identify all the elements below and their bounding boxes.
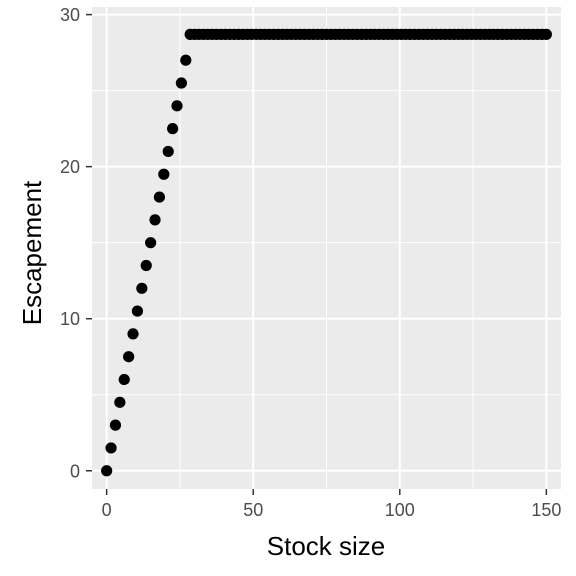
data-point [162, 145, 174, 158]
grid-major [92, 7, 561, 489]
data-point [140, 259, 152, 272]
y-axis: 0 10 20 30 [60, 5, 92, 481]
data-point [149, 214, 161, 226]
y-tick-label: 0 [70, 461, 80, 481]
y-tick-label: 20 [60, 157, 80, 177]
data-point [105, 442, 117, 454]
x-tick-label: 150 [531, 500, 561, 520]
x-tick-label: 50 [243, 500, 263, 520]
data-point [171, 100, 183, 112]
data-point [153, 191, 166, 203]
data-point [167, 123, 179, 135]
data-point [145, 237, 157, 249]
data-point [118, 373, 130, 386]
y-tick-label: 10 [60, 309, 80, 329]
data-point [180, 54, 192, 66]
y-axis-title: Escapement [17, 180, 47, 325]
data-point [109, 419, 122, 431]
data-point [123, 351, 135, 363]
data-points [101, 28, 552, 477]
data-point [114, 396, 126, 408]
data-point [175, 77, 188, 89]
x-tick-label: 100 [385, 500, 415, 520]
x-axis-title: Stock size [267, 531, 386, 561]
data-point [101, 465, 113, 477]
data-point [158, 168, 170, 180]
data-point [540, 28, 552, 40]
data-point [131, 305, 144, 317]
x-tick-label: 0 [102, 500, 112, 520]
data-point [127, 328, 139, 340]
data-point [136, 282, 148, 294]
y-tick-label: 30 [60, 5, 80, 25]
x-axis: 0 50 100 150 [102, 489, 561, 520]
